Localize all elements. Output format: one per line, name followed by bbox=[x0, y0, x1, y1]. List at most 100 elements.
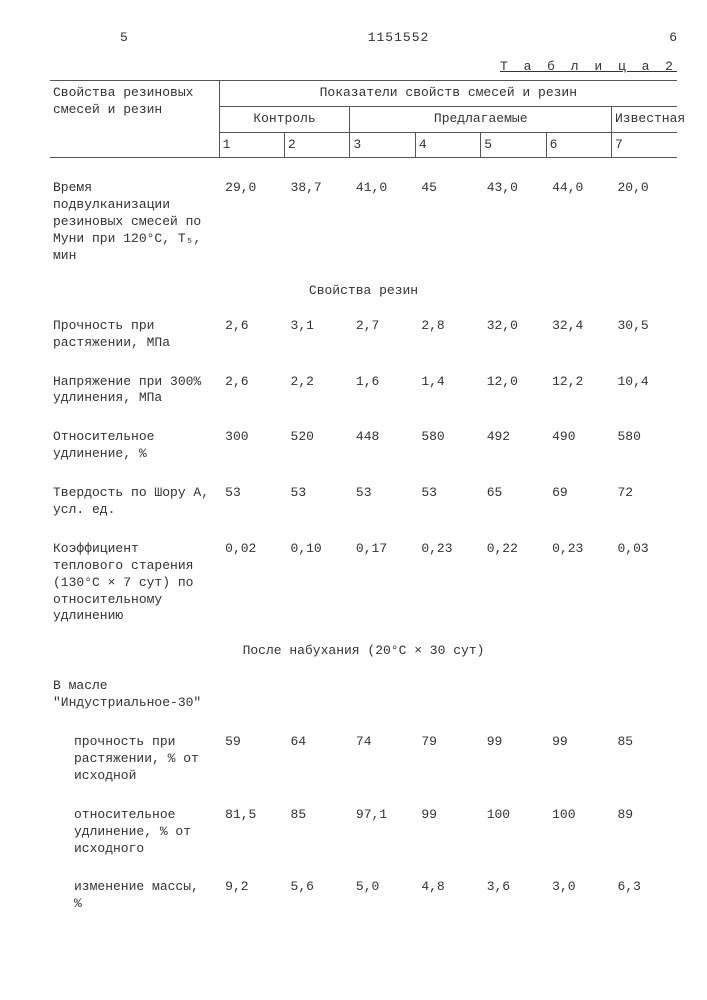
row-label: Прочность при растяжении, МПа bbox=[50, 314, 219, 356]
cell: 5,0 bbox=[350, 861, 415, 917]
cell: 100 bbox=[481, 789, 546, 862]
cell: 99 bbox=[415, 789, 480, 862]
header-col-2: 2 bbox=[285, 132, 350, 158]
cell: 0,23 bbox=[546, 523, 611, 629]
cell: 53 bbox=[350, 467, 415, 523]
cell: 53 bbox=[219, 467, 284, 523]
row-label: Коэффициент теплового старения (130°С × … bbox=[50, 523, 219, 629]
cell: 85 bbox=[611, 716, 677, 789]
cell: 490 bbox=[546, 411, 611, 467]
row-label: Напряжение при 300% удлинения, МПа bbox=[50, 356, 219, 412]
cell: 2,6 bbox=[219, 356, 284, 412]
cell: 1,6 bbox=[350, 356, 415, 412]
table-body: Время подвулканизации резиновых смесей п… bbox=[50, 158, 677, 917]
row-label: изменение массы, % bbox=[50, 861, 219, 917]
cell: 4,8 bbox=[415, 861, 480, 917]
cell: 99 bbox=[481, 716, 546, 789]
cell: 43,0 bbox=[481, 176, 546, 268]
cell: 300 bbox=[219, 411, 284, 467]
cell: 81,5 bbox=[219, 789, 284, 862]
row-label-oil: В масле "Индустриальное-30" bbox=[50, 674, 219, 716]
cell: 2,2 bbox=[285, 356, 350, 412]
cell: 38,7 bbox=[285, 176, 350, 268]
cell: 72 bbox=[611, 467, 677, 523]
cell: 32,4 bbox=[546, 314, 611, 356]
section-label: Свойства резин bbox=[50, 269, 677, 314]
row-label: прочность при растяжении, % от исходной bbox=[50, 716, 219, 789]
cell: 5,6 bbox=[285, 861, 350, 917]
cell: 45 bbox=[415, 176, 480, 268]
header-group-main: Показатели свойств смесей и резин bbox=[219, 80, 677, 106]
cell: 99 bbox=[546, 716, 611, 789]
cell: 2,8 bbox=[415, 314, 480, 356]
cell: 41,0 bbox=[350, 176, 415, 268]
table-row: Прочность при растяжении, МПа 2,6 3,1 2,… bbox=[50, 314, 677, 356]
cell: 0,03 bbox=[611, 523, 677, 629]
row-label: Твердость по Шору А, усл. ед. bbox=[50, 467, 219, 523]
page-mark-left: 5 bbox=[50, 30, 128, 47]
cell: 492 bbox=[481, 411, 546, 467]
cell: 89 bbox=[611, 789, 677, 862]
header-sub-proposed: Предлагаемые bbox=[350, 106, 612, 132]
cell: 3,6 bbox=[481, 861, 546, 917]
row-label: Относительное удлинение, % bbox=[50, 411, 219, 467]
cell: 12,0 bbox=[481, 356, 546, 412]
cell: 0,22 bbox=[481, 523, 546, 629]
data-table: Свойства резиновых смесей и резин Показа… bbox=[50, 80, 677, 917]
cell: 53 bbox=[415, 467, 480, 523]
table-row: Коэффициент теплового старения (130°С × … bbox=[50, 523, 677, 629]
header-sub-known: Известная bbox=[611, 106, 677, 132]
cell: 6,3 bbox=[611, 861, 677, 917]
section-after-swell: После набухания (20°С × 30 сут) bbox=[50, 629, 677, 674]
header-col-7: 7 bbox=[611, 132, 677, 158]
cell: 580 bbox=[611, 411, 677, 467]
cell: 9,2 bbox=[219, 861, 284, 917]
table-row: изменение массы, % 9,2 5,6 5,0 4,8 3,6 3… bbox=[50, 861, 677, 917]
cell: 30,5 bbox=[611, 314, 677, 356]
cell: 85 bbox=[285, 789, 350, 862]
section-label: После набухания (20°С × 30 сут) bbox=[50, 629, 677, 674]
header-col-6: 6 bbox=[546, 132, 611, 158]
header-sub-control: Контроль bbox=[219, 106, 350, 132]
cell: 44,0 bbox=[546, 176, 611, 268]
header-col-1: 1 bbox=[219, 132, 284, 158]
cell: 12,2 bbox=[546, 356, 611, 412]
top-row: 5 1151552 6 bbox=[50, 30, 677, 47]
row-label: относительное удлинение, % от исходного bbox=[50, 789, 219, 862]
table-row: Относительное удлинение, % 300 520 448 5… bbox=[50, 411, 677, 467]
cell: 64 bbox=[285, 716, 350, 789]
cell: 53 bbox=[285, 467, 350, 523]
cell: 29,0 bbox=[219, 176, 284, 268]
table-caption: Т а б л и ц а 2 bbox=[50, 59, 677, 76]
page-mark-right: 6 bbox=[669, 30, 677, 47]
cell: 10,4 bbox=[611, 356, 677, 412]
cell: 20,0 bbox=[611, 176, 677, 268]
header-prop: Свойства резиновых смесей и резин bbox=[50, 80, 219, 158]
cell: 32,0 bbox=[481, 314, 546, 356]
cell: 59 bbox=[219, 716, 284, 789]
cell: 74 bbox=[350, 716, 415, 789]
row-label: Время подвулканизации резиновых смесей п… bbox=[50, 176, 219, 268]
cell: 520 bbox=[285, 411, 350, 467]
cell: 0,23 bbox=[415, 523, 480, 629]
cell: 448 bbox=[350, 411, 415, 467]
cell: 2,6 bbox=[219, 314, 284, 356]
cell: 1,4 bbox=[415, 356, 480, 412]
document-id: 1151552 bbox=[128, 30, 669, 47]
cell: 0,17 bbox=[350, 523, 415, 629]
table-row: Напряжение при 300% удлинения, МПа 2,6 2… bbox=[50, 356, 677, 412]
table-row: В масле "Индустриальное-30" bbox=[50, 674, 677, 716]
cell: 580 bbox=[415, 411, 480, 467]
cell: 65 bbox=[481, 467, 546, 523]
table-row: относительное удлинение, % от исходного … bbox=[50, 789, 677, 862]
header-col-4: 4 bbox=[415, 132, 480, 158]
table-row: Твердость по Шору А, усл. ед. 53 53 53 5… bbox=[50, 467, 677, 523]
header-row-1: Свойства резиновых смесей и резин Показа… bbox=[50, 80, 677, 106]
header-col-3: 3 bbox=[350, 132, 415, 158]
header-col-5: 5 bbox=[481, 132, 546, 158]
table-row: Время подвулканизации резиновых смесей п… bbox=[50, 176, 677, 268]
cell: 79 bbox=[415, 716, 480, 789]
table-row: прочность при растяжении, % от исходной … bbox=[50, 716, 677, 789]
cell: 3,0 bbox=[546, 861, 611, 917]
cell: 0,02 bbox=[219, 523, 284, 629]
